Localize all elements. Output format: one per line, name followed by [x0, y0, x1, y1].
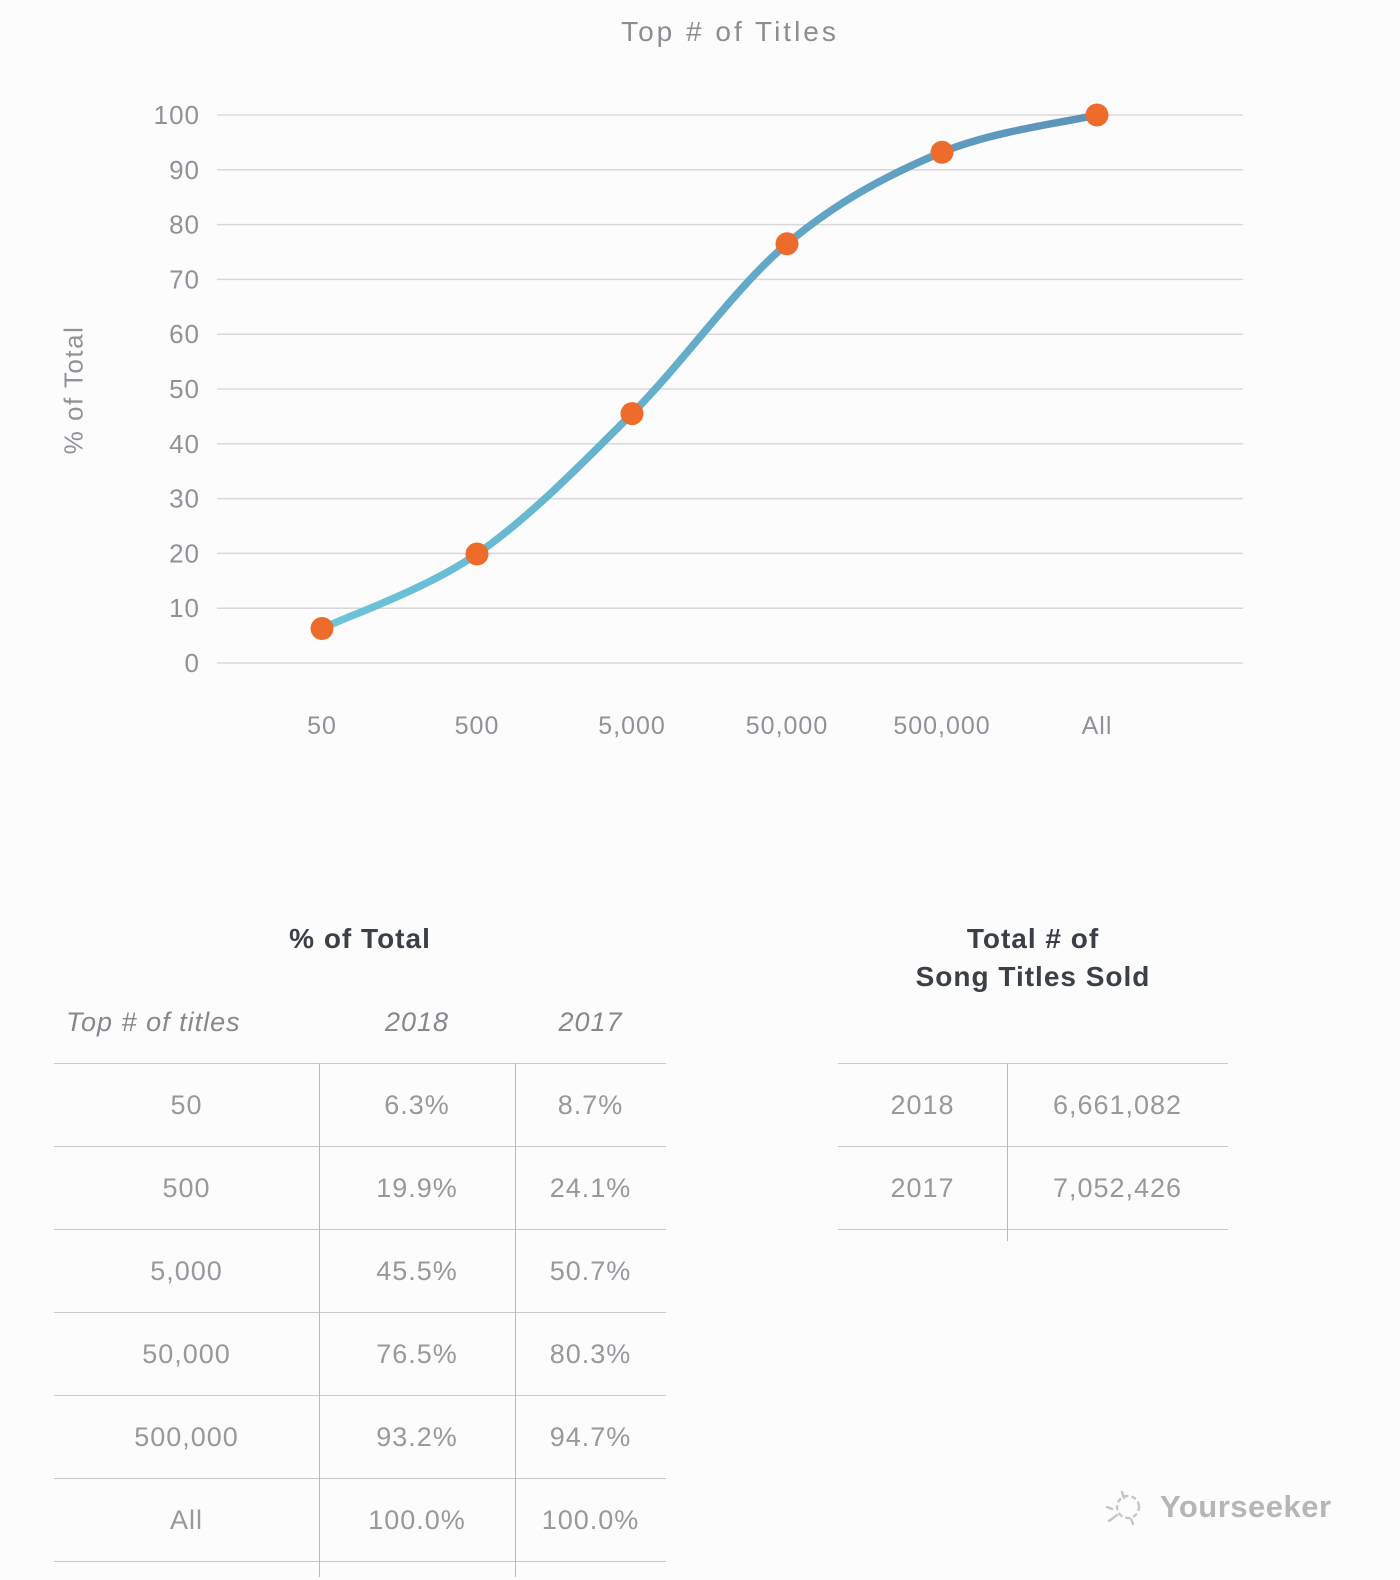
right-table-title-line2: Song Titles Sold — [915, 961, 1151, 992]
left-table-column-headers: Top # of titles 2018 2017 — [54, 1000, 666, 1044]
y-tick-label: 100 — [154, 100, 200, 130]
data-point-marker — [620, 402, 644, 426]
table-cell: 2018 — [838, 1063, 1007, 1146]
data-point-marker — [465, 542, 489, 566]
y-tick-label: 40 — [169, 429, 200, 459]
column-header: Top # of titles — [66, 1006, 241, 1037]
column-divider — [1007, 1063, 1008, 1241]
watermark: Yourseeker — [1104, 1482, 1332, 1532]
data-point-marker — [310, 616, 334, 640]
chart-title: Top # of Titles — [621, 16, 839, 47]
left-table-title: % of Total — [289, 923, 431, 954]
y-tick-label: 20 — [169, 538, 200, 568]
table-cell: 93.2% — [319, 1395, 515, 1478]
series-line-2018 — [318, 111, 1101, 633]
table-cell: 100.0% — [319, 1478, 515, 1561]
watermark-label: Yourseeker — [1160, 1489, 1332, 1524]
y-tick-label: 50 — [169, 374, 200, 404]
x-tick-label: 500,000 — [893, 712, 990, 740]
table-cell: 6.3% — [319, 1063, 515, 1146]
table-cell: All — [54, 1478, 319, 1561]
table-cell: 19.9% — [319, 1146, 515, 1229]
table-cell: 94.7% — [515, 1395, 666, 1478]
y-tick-label: 80 — [169, 210, 200, 240]
x-tick-label: 5,000 — [598, 712, 666, 740]
table-cell: 80.3% — [515, 1312, 666, 1395]
y-tick-label: 70 — [169, 264, 200, 294]
table-cell: 76.5% — [319, 1312, 515, 1395]
y-tick-label: 10 — [169, 593, 200, 623]
table-cell: 50,000 — [54, 1312, 319, 1395]
x-tick-label: 50 — [307, 712, 337, 740]
column-divider — [319, 1063, 320, 1577]
column-divider — [515, 1063, 516, 1577]
left-table: 50 6.3% 8.7% 500 19.9% 24.1% 5,000 45.5%… — [54, 1063, 666, 1577]
table-cell: 500 — [54, 1146, 319, 1229]
x-tick-label: All — [1082, 712, 1113, 740]
x-tick-label: 500 — [455, 712, 500, 740]
data-point-marker — [930, 140, 954, 164]
table-cell: 45.5% — [319, 1229, 515, 1312]
table-cell: 50.7% — [515, 1229, 666, 1312]
table-cell: 50 — [54, 1063, 319, 1146]
table-cell: 5,000 — [54, 1229, 319, 1312]
column-header: 2017 — [558, 1006, 623, 1037]
data-point-marker — [1085, 103, 1109, 127]
right-table-title: Total # of Song Titles Sold — [838, 920, 1228, 996]
y-tick-label: 60 — [169, 319, 200, 349]
line-chart: 0 10 20 30 40 50 60 70 80 90 100 50 500 5,000 50,000 50… — [154, 100, 1243, 740]
data-point-marker — [775, 232, 799, 256]
column-header: 2018 — [384, 1006, 450, 1037]
table-cell: 8.7% — [515, 1063, 666, 1146]
y-tick-label: 0 — [185, 648, 200, 678]
x-tick-label: 50,000 — [746, 712, 828, 740]
table-cell: 6,661,082 — [1007, 1063, 1228, 1146]
table-cell: 100.0% — [515, 1478, 666, 1561]
right-table: 2018 6,661,082 2017 7,052,426 — [838, 1063, 1228, 1241]
table-cell: 500,000 — [54, 1395, 319, 1478]
y-tick-label: 90 — [169, 155, 200, 185]
table-cell: 7,052,426 — [1007, 1146, 1228, 1229]
table-cell: 2017 — [838, 1146, 1007, 1229]
yourseeker-logo-icon — [1105, 1490, 1141, 1526]
right-table-title-line1: Total # of — [966, 923, 1100, 954]
table-cell: 24.1% — [515, 1146, 666, 1229]
y-tick-label: 30 — [169, 484, 200, 514]
